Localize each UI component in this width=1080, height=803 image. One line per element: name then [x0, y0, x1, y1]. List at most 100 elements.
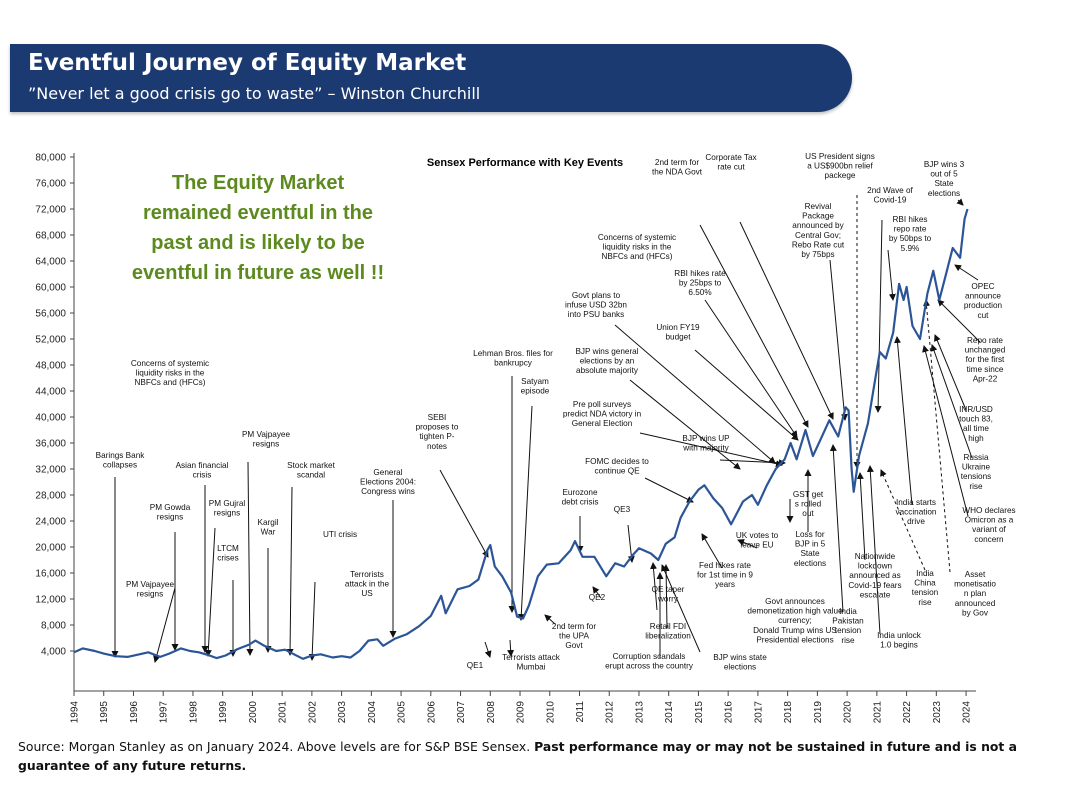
event-annotation: UTI crisis	[323, 530, 357, 539]
event-annotation-line: vaccination	[896, 508, 937, 517]
event-annotation-line: QE3	[614, 505, 631, 514]
event-arrow	[592, 586, 602, 599]
event-annotation-line: concern	[974, 535, 1004, 544]
event-annotation: Concerns of systemic liquidity risks in t…	[598, 233, 676, 261]
event-annotation-line: continue QE	[594, 467, 640, 476]
event-annotation-line: high	[968, 434, 984, 443]
event-annotation: Stock market scandal	[287, 461, 335, 480]
y-tick-label: 12,000	[35, 595, 66, 606]
event-annotation-line: liquidity risks in the	[136, 369, 205, 378]
event-arrow	[308, 581, 316, 661]
event-annotation-line: LTCM	[217, 544, 239, 553]
y-tick-label: 80,000	[35, 153, 66, 164]
event-annotation: Russia Ukraine tensions rise	[961, 453, 992, 491]
x-tick-label: 2005	[397, 701, 408, 724]
event-annotation-line: tighten P-	[419, 432, 454, 441]
event-annotation-line: rise	[841, 636, 855, 645]
disclaimer-text: Past performance may or may not be susta…	[18, 739, 1018, 773]
y-tick-label: 16,000	[35, 569, 66, 580]
x-tick-label: 2004	[367, 701, 378, 724]
event-annotation-line: cut	[978, 311, 990, 320]
event-annotation-line: out of 5	[930, 170, 958, 179]
event-annotation-line: liquidity risks in the	[603, 243, 672, 252]
event-arrow	[937, 299, 981, 343]
event-annotation-line: PM Gujral	[209, 499, 246, 508]
event-annotation-line: Kargil	[258, 518, 279, 527]
event-annotation: QE taper worry	[652, 585, 685, 604]
event-annotation-line: US President signs	[805, 152, 875, 161]
event-annotation-line: General Election	[572, 419, 633, 428]
x-tick-label: 2015	[694, 701, 705, 724]
event-annotation-line: Lehman Bros. files for	[473, 349, 553, 358]
event-annotation-line: Pakistan	[832, 617, 864, 626]
event-arrow	[517, 405, 533, 621]
event-annotation-line: elections by an	[580, 357, 635, 366]
event-annotation: Asian financial crisis	[176, 461, 229, 480]
event-annotation: Eurozone debt crisis	[562, 488, 599, 507]
event-annotation-line: variant of	[972, 525, 1006, 534]
event-annotation-line: elections	[724, 663, 756, 672]
x-tick-label: 1997	[159, 701, 170, 724]
x-tick-label: 2007	[456, 701, 467, 724]
event-annotation-line: currency;	[778, 616, 812, 625]
event-arrow	[922, 345, 969, 517]
x-tick-label: 2019	[813, 701, 824, 724]
event-annotation-line: NBFCs and (HFCs)	[602, 252, 673, 261]
y-tick-label: 36,000	[35, 439, 66, 450]
event-annotation-line: WHO declares	[962, 506, 1015, 515]
event-arrow	[629, 379, 741, 470]
event-annotation: BJP wins state elections	[713, 653, 767, 672]
event-annotation: General Elections 2004: Congress wins	[360, 468, 416, 496]
event-annotation: Barings Bank collapses	[96, 451, 146, 470]
event-annotation-line: OPEC	[971, 282, 994, 291]
x-tick-label: 2013	[634, 701, 645, 724]
event-arrow	[934, 334, 967, 411]
event-annotation-line: scandal	[297, 471, 325, 480]
x-tick-label: 2002	[307, 701, 318, 724]
x-tick-label: 2024	[962, 701, 973, 724]
event-annotation-line: Asian financial	[176, 461, 229, 470]
event-annotation-line: Presidential elections	[756, 635, 833, 644]
event-annotation-line: Concerns of systemic	[131, 359, 209, 368]
event-annotation-line: tension	[835, 626, 862, 635]
event-annotation: Lehman Bros. files for bankrupcy	[473, 349, 553, 368]
event-annotation-line: elections	[928, 189, 960, 198]
event-annotation-line: resigns	[253, 440, 279, 449]
event-arrow	[866, 465, 881, 635]
y-tick-label: 32,000	[35, 465, 66, 476]
y-tick-label: 40,000	[35, 413, 66, 424]
event-annotation: WHO declares Omicron as a variant of concer…	[962, 506, 1015, 544]
event-annotation-line: with majority	[682, 444, 729, 453]
event-annotation-line: Govt announces	[765, 597, 825, 606]
event-annotation-line: SEBI	[428, 413, 447, 422]
event-annotation-line: absolute majority	[576, 366, 639, 375]
event-arrow	[894, 336, 913, 506]
event-annotation: Concerns of systemic liquidity risks in t…	[131, 359, 209, 387]
event-annotation-line: Rebo Rate cut	[792, 240, 845, 249]
event-annotation-line: Omicron as a	[965, 516, 1014, 525]
x-tick-label: 2006	[426, 701, 437, 724]
event-annotation-line: crises	[217, 554, 238, 563]
event-annotation: 2nd Wave of Covid-19	[867, 186, 913, 205]
x-tick-label: 2018	[783, 701, 794, 724]
x-tick-label: 2000	[248, 701, 259, 724]
event-annotation-line: Loss for	[795, 530, 824, 539]
event-annotation-line: QE2	[589, 593, 606, 602]
event-annotation: BJP wins general elections by an absolute …	[575, 347, 638, 375]
event-annotation-line: FOMC decides to	[585, 457, 649, 466]
event-arrow	[439, 469, 489, 558]
event-annotation: 2nd term for the UPA Govt	[552, 622, 596, 650]
event-annotation-line: BJP wins general	[575, 347, 638, 356]
event-annotation-line: leave EU	[740, 541, 773, 550]
x-tick-label: 2016	[724, 701, 735, 724]
y-tick-label: 4,000	[41, 647, 66, 658]
event-annotation-line: resigns	[214, 509, 240, 518]
event-arrow	[639, 432, 783, 468]
event-annotation: Satyam episode	[521, 377, 550, 396]
event-annotation-line: liberalization	[645, 632, 691, 641]
y-tick-label: 68,000	[35, 231, 66, 242]
event-annotation-line: 2nd term for	[552, 622, 596, 631]
y-tick-label: 24,000	[35, 517, 66, 528]
event-annotation-line: predict NDA victory in	[563, 410, 642, 419]
event-annotation-line: debt crisis	[562, 498, 599, 507]
